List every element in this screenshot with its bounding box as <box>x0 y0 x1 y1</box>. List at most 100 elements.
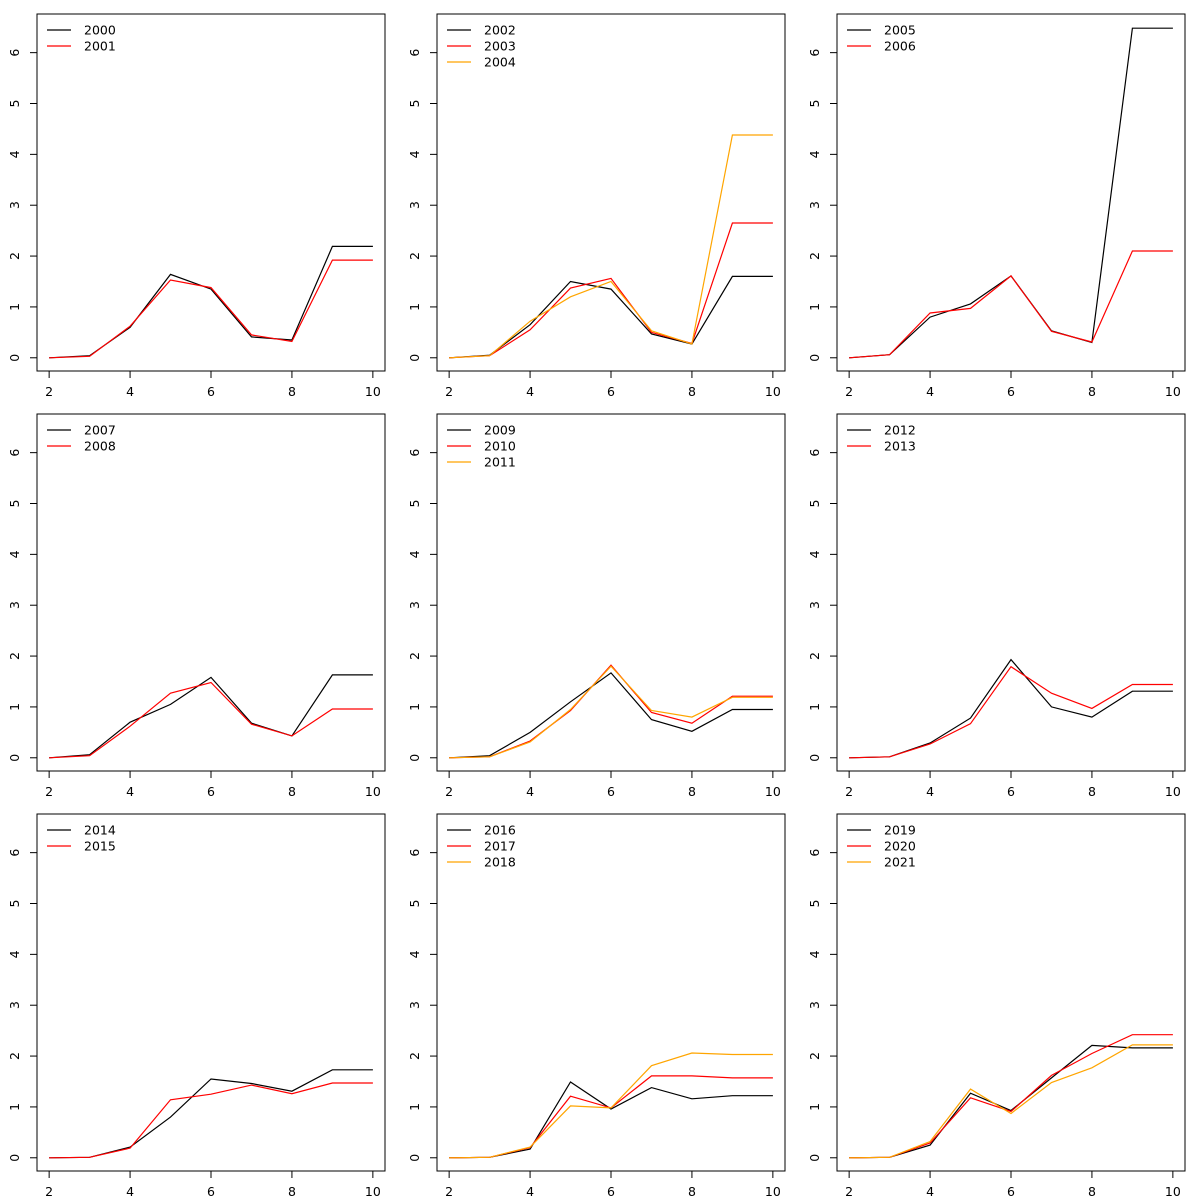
x-tick-label: 6 <box>1007 784 1015 799</box>
y-tick-label: 3 <box>807 1001 822 1009</box>
legend-label: 2017 <box>484 839 516 854</box>
legend-label: 2016 <box>484 823 516 838</box>
x-tick-label: 8 <box>688 384 696 399</box>
y-tick-label: 5 <box>407 900 422 908</box>
x-tick-label: 10 <box>365 1184 381 1199</box>
x-tick-label: 4 <box>526 784 534 799</box>
x-tick-label: 2 <box>845 1184 853 1199</box>
legend-label: 2003 <box>484 39 516 54</box>
y-tick-label: 3 <box>407 601 422 609</box>
x-tick-label: 6 <box>207 1184 215 1199</box>
y-tick-label: 6 <box>807 849 822 857</box>
series-line <box>849 27 1173 359</box>
y-tick-label: 3 <box>407 201 422 209</box>
series-line <box>49 1082 373 1159</box>
y-tick-label: 4 <box>7 950 22 958</box>
series-line <box>49 681 373 759</box>
y-tick-label: 0 <box>807 754 822 762</box>
series-line <box>449 222 773 359</box>
series-line <box>849 1044 1173 1159</box>
series-line <box>849 658 1173 759</box>
y-tick-label: 1 <box>807 1103 822 1111</box>
y-tick-label: 4 <box>407 950 422 958</box>
y-tick-label: 6 <box>7 49 22 57</box>
series-line <box>849 1034 1173 1159</box>
series-line <box>49 1069 373 1159</box>
series-line <box>49 259 373 359</box>
x-tick-label: 2 <box>445 784 453 799</box>
y-tick-label: 4 <box>7 550 22 558</box>
legend-label: 2011 <box>484 455 516 470</box>
legend-label: 2015 <box>84 839 116 854</box>
y-tick-label: 4 <box>807 550 822 558</box>
x-tick-label: 4 <box>126 1184 134 1199</box>
y-tick-label: 5 <box>807 900 822 908</box>
legend-label: 2002 <box>484 23 516 38</box>
y-tick-label: 6 <box>407 849 422 857</box>
y-tick-label: 5 <box>7 100 22 108</box>
x-tick-label: 6 <box>207 384 215 399</box>
legend-label: 2000 <box>84 23 116 38</box>
x-tick-label: 10 <box>1165 1184 1181 1199</box>
series-line <box>449 665 773 759</box>
plot-frame <box>836 13 1186 372</box>
y-tick-label: 6 <box>407 449 422 457</box>
legend-label: 2007 <box>84 423 116 438</box>
y-tick-label: 2 <box>807 252 822 260</box>
legend-label: 2019 <box>884 823 916 838</box>
y-tick-label: 4 <box>407 550 422 558</box>
y-tick-label: 2 <box>407 1052 422 1060</box>
y-tick-label: 1 <box>7 303 22 311</box>
x-tick-label: 4 <box>526 1184 534 1199</box>
y-tick-label: 4 <box>7 150 22 158</box>
x-tick-label: 10 <box>365 384 381 399</box>
legend-label: 2021 <box>884 855 916 870</box>
y-tick-label: 5 <box>7 500 22 508</box>
plot-frame <box>836 413 1186 772</box>
x-tick-label: 10 <box>1165 384 1181 399</box>
y-tick-label: 5 <box>807 100 822 108</box>
series-line <box>449 134 773 359</box>
y-tick-label: 1 <box>407 703 422 711</box>
x-tick-label: 2 <box>845 784 853 799</box>
y-tick-label: 6 <box>7 849 22 857</box>
series-line <box>849 250 1173 359</box>
y-tick-label: 5 <box>407 500 422 508</box>
x-tick-label: 4 <box>126 784 134 799</box>
y-tick-label: 0 <box>407 354 422 362</box>
x-tick-label: 6 <box>1007 1184 1015 1199</box>
y-tick-label: 1 <box>807 703 822 711</box>
y-tick-label: 1 <box>7 1103 22 1111</box>
x-tick-label: 2 <box>45 784 53 799</box>
x-tick-label: 6 <box>1007 384 1015 399</box>
y-tick-label: 6 <box>407 49 422 57</box>
x-tick-label: 2 <box>45 1184 53 1199</box>
x-tick-label: 2 <box>45 384 53 399</box>
x-tick-label: 4 <box>926 784 934 799</box>
x-tick-label: 8 <box>1088 1184 1096 1199</box>
series-line <box>49 245 373 359</box>
legend-label: 2013 <box>884 439 916 454</box>
y-tick-label: 3 <box>807 201 822 209</box>
y-tick-label: 5 <box>407 100 422 108</box>
legend-label: 2001 <box>84 39 116 54</box>
y-tick-label: 2 <box>7 252 22 260</box>
y-tick-label: 6 <box>807 49 822 57</box>
legend-label: 2010 <box>484 439 516 454</box>
y-tick-label: 0 <box>407 1154 422 1162</box>
series-line <box>849 1044 1173 1159</box>
y-tick-label: 2 <box>807 1052 822 1060</box>
y-tick-label: 2 <box>407 252 422 260</box>
x-tick-label: 8 <box>288 1184 296 1199</box>
x-tick-label: 4 <box>526 384 534 399</box>
y-tick-label: 0 <box>807 1154 822 1162</box>
y-tick-label: 1 <box>807 303 822 311</box>
legend-label: 2018 <box>484 855 516 870</box>
x-tick-label: 10 <box>1165 784 1181 799</box>
y-tick-label: 0 <box>807 354 822 362</box>
